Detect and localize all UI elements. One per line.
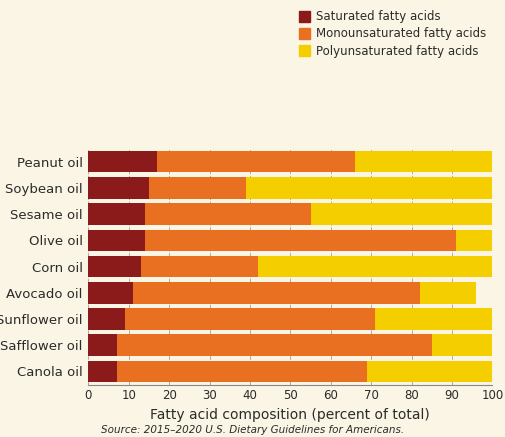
Bar [145,203,311,225]
Bar [375,308,492,330]
Bar [88,151,157,173]
Bar [157,151,355,173]
Bar [258,256,492,277]
Text: Source: 2015–2020 U.S. Dietary Guidelines for Americans.: Source: 2015–2020 U.S. Dietary Guideline… [101,425,404,435]
Bar [355,151,492,173]
Bar [88,361,117,382]
Bar [420,282,476,304]
Bar [117,361,367,382]
X-axis label: Fatty acid composition (percent of total): Fatty acid composition (percent of total… [150,408,430,422]
Bar [125,308,375,330]
Bar [149,177,246,199]
Bar [456,229,492,251]
Bar [141,256,258,277]
Bar [311,203,492,225]
Bar [117,334,432,356]
Bar [367,361,492,382]
Bar [432,334,492,356]
Bar [246,177,492,199]
Bar [88,308,125,330]
Bar [88,203,145,225]
Bar [133,282,420,304]
Bar [88,177,149,199]
Legend: Saturated fatty acids, Monounsaturated fatty acids, Polyunsaturated fatty acids: Saturated fatty acids, Monounsaturated f… [298,10,486,58]
Bar [88,282,133,304]
Bar [88,229,145,251]
Bar [88,256,141,277]
Bar [145,229,456,251]
Bar [88,334,117,356]
